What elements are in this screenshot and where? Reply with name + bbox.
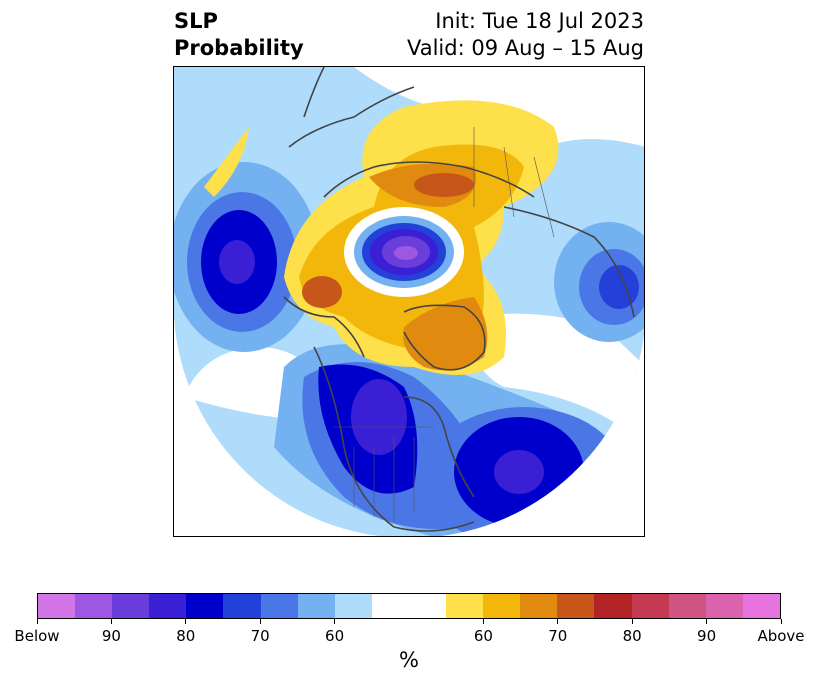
coastlines <box>283 67 635 532</box>
map-title-left: SLP Probability <box>174 8 304 62</box>
coastline-kamchatka <box>303 67 325 118</box>
colorbar-tick <box>482 619 484 624</box>
colorbar-segment <box>557 594 595 618</box>
colorbar-segment <box>297 594 335 618</box>
chukchi-above-core <box>302 276 342 308</box>
colorbar-segment <box>594 594 632 618</box>
colorbar-tick <box>780 619 782 624</box>
title-metric: Probability <box>174 36 304 60</box>
colorbar-tick <box>185 619 187 624</box>
colorbar-tick <box>259 619 261 624</box>
polar-map-svg <box>174 67 644 536</box>
coastline-north-america-east <box>403 396 475 498</box>
colorbar-tick-label: 60 <box>325 627 345 645</box>
colorbar-segment <box>334 594 372 618</box>
colorbar-tick <box>36 619 38 624</box>
colorbar-tick-label: 80 <box>622 627 642 645</box>
colorbar-segment <box>408 594 447 618</box>
colorbar-segment <box>742 594 780 618</box>
colorbar-tick <box>557 619 559 624</box>
arctic-low-peak <box>394 246 418 260</box>
coastline-siberia-north <box>288 86 415 148</box>
border-eurasia <box>473 127 555 238</box>
colorbar-tick-label: 90 <box>101 627 121 645</box>
colorbar-segment <box>371 594 409 618</box>
colorbar <box>37 593 781 619</box>
colorbar-tick-label: 70 <box>548 627 568 645</box>
colorbar-tick <box>110 619 112 624</box>
colorbar-segment <box>186 594 224 618</box>
colorbar-tick-label: 90 <box>697 627 717 645</box>
pacific-low-core <box>219 240 255 284</box>
colorbar-segment <box>223 594 261 618</box>
coastline-north-america-west <box>313 346 475 532</box>
coastline-alaska <box>283 296 365 358</box>
coastline-arctic <box>323 161 535 198</box>
colorbar-segment <box>520 594 558 618</box>
title-variable: SLP <box>174 9 218 33</box>
coastline-europe <box>503 206 635 318</box>
neutral-zone-atlantic <box>472 313 644 447</box>
greenland-above <box>403 297 488 371</box>
colorbar-tick-label: Above <box>757 627 805 645</box>
colorbar-tick-label: 60 <box>473 627 493 645</box>
colorbar-tick-label: 70 <box>250 627 270 645</box>
init-date: Init: Tue 18 Jul 2023 <box>435 9 644 33</box>
borders <box>334 127 555 522</box>
colorbar-tick <box>334 619 336 624</box>
colorbar-segment <box>75 594 113 618</box>
colorbar-segment <box>705 594 743 618</box>
colorbar-tick <box>706 619 708 624</box>
colorbar-segment <box>38 594 76 618</box>
colorbar-segment <box>149 594 187 618</box>
polar-map <box>173 66 645 537</box>
colorbar-tick-label: 80 <box>176 627 196 645</box>
valid-range: Valid: 09 Aug – 15 Aug <box>406 36 644 60</box>
colorbar-segment <box>112 594 150 618</box>
map-title-right: Init: Tue 18 Jul 2023 Valid: 09 Aug – 15… <box>407 8 644 62</box>
colorbar-segment <box>483 594 521 618</box>
coastline-greenland <box>403 304 486 371</box>
colorbar-unit: % <box>399 648 419 672</box>
colorbar-segment <box>446 594 484 618</box>
colorbar-tick <box>631 619 633 624</box>
colorbar-segment <box>631 594 669 618</box>
siberia-above-core <box>414 173 474 197</box>
border-us-states <box>353 437 415 522</box>
colorbar-segment <box>668 594 706 618</box>
atlantic-low-core <box>494 450 544 494</box>
colorbar-tick-label: Below <box>14 627 60 645</box>
colorbar-segment <box>260 594 298 618</box>
bering-above <box>204 127 249 197</box>
na-low-core <box>351 379 407 455</box>
